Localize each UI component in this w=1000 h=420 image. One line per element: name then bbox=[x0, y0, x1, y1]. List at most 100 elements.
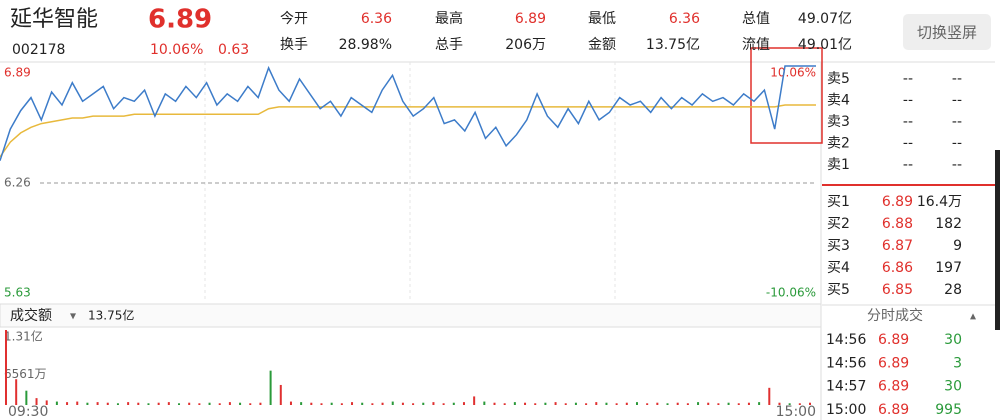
stat-label: 最低 bbox=[588, 11, 616, 27]
button-label[interactable]: 切换竖屏 bbox=[917, 24, 977, 42]
book-price: 6.88 bbox=[882, 216, 913, 232]
volume-bar bbox=[300, 402, 303, 405]
trade-time: 14:56 bbox=[826, 355, 866, 371]
volume-bar bbox=[116, 403, 119, 405]
book-volume: -- bbox=[952, 136, 962, 152]
price-line bbox=[0, 104, 816, 158]
volume-bar bbox=[76, 401, 79, 405]
volume-bar bbox=[462, 402, 465, 405]
volume-bar bbox=[635, 402, 638, 405]
trade-time: 14:57 bbox=[826, 379, 866, 395]
sort-icon[interactable]: ▴ bbox=[970, 309, 976, 323]
x-tick-label: 15:00 bbox=[776, 404, 816, 420]
volume-bar bbox=[188, 402, 191, 405]
volume-bar bbox=[178, 403, 181, 405]
book-price: 6.89 bbox=[882, 194, 913, 210]
volume-bar bbox=[727, 402, 730, 405]
volume-bar bbox=[473, 396, 476, 405]
volume-bar bbox=[676, 402, 679, 405]
volume-bar bbox=[605, 402, 608, 405]
volume-bar bbox=[798, 403, 801, 405]
volume-bar bbox=[585, 403, 588, 405]
volume-bar bbox=[574, 402, 577, 405]
book-price: -- bbox=[903, 157, 913, 173]
y-tick-label: 5.63 bbox=[4, 286, 31, 300]
volume-bar bbox=[208, 402, 211, 405]
y-tick-label: 6.89 bbox=[4, 66, 31, 80]
stock-code: 002178 bbox=[12, 42, 65, 58]
book-volume: 28 bbox=[944, 282, 962, 298]
book-volume: 16.4万 bbox=[917, 194, 962, 210]
volume-bar bbox=[483, 401, 486, 405]
volume-bar bbox=[55, 401, 58, 405]
volume-bar bbox=[452, 402, 455, 405]
stat-value: 206万 bbox=[505, 37, 546, 53]
trade-price: 6.89 bbox=[878, 355, 909, 371]
volume-bar bbox=[422, 402, 425, 405]
book-label: 买1 bbox=[827, 194, 850, 210]
volume-tick-label: 1.31亿 bbox=[4, 329, 43, 344]
book-price: 6.85 bbox=[882, 282, 913, 298]
volume-bar bbox=[666, 403, 669, 405]
volume-bar bbox=[361, 402, 364, 405]
volume-bar bbox=[127, 402, 130, 405]
stat-value: 28.98% bbox=[339, 37, 392, 53]
volume-bar bbox=[279, 384, 282, 405]
book-price: -- bbox=[903, 93, 913, 109]
orientation-button[interactable] bbox=[903, 14, 991, 50]
book-volume: -- bbox=[952, 114, 962, 130]
volume-bar bbox=[259, 402, 262, 405]
book-volume: 182 bbox=[935, 216, 962, 232]
stat-value: 49.07亿 bbox=[798, 11, 852, 27]
stat-value: 13.75亿 bbox=[646, 37, 700, 53]
volume-bar bbox=[167, 402, 170, 405]
stock-name: 延华智能 bbox=[10, 7, 98, 32]
stat-value: 6.89 bbox=[515, 11, 546, 27]
book-label: 卖2 bbox=[827, 136, 850, 152]
volume-bar bbox=[707, 402, 710, 405]
volume-bar bbox=[401, 402, 404, 405]
y-tick-label: 6.26 bbox=[4, 176, 31, 190]
book-volume: -- bbox=[952, 71, 962, 87]
volume-label[interactable]: 成交额 bbox=[10, 307, 52, 324]
x-tick-label: 09:30 bbox=[8, 404, 48, 420]
highlight-box bbox=[750, 47, 823, 144]
stat-label: 换手 bbox=[280, 36, 308, 53]
trade-volume: 3 bbox=[953, 355, 962, 371]
book-price: 6.86 bbox=[882, 260, 913, 276]
trade-price: 6.89 bbox=[878, 379, 909, 395]
book-label: 卖1 bbox=[827, 157, 850, 173]
volume-bar bbox=[310, 402, 313, 405]
volume-bar bbox=[35, 398, 38, 405]
volume-bar bbox=[106, 402, 109, 405]
volume-bar bbox=[493, 402, 496, 405]
volume-bar bbox=[656, 402, 659, 405]
change-pct: 10.06% bbox=[150, 42, 203, 58]
book-price: -- bbox=[903, 71, 913, 87]
volume-bar bbox=[625, 402, 628, 405]
volume-bar bbox=[5, 330, 7, 405]
trade-volume: 30 bbox=[944, 332, 962, 348]
stat-value: 6.36 bbox=[669, 11, 700, 27]
volume-bar bbox=[615, 403, 618, 405]
volume-bar bbox=[137, 402, 140, 405]
volume-bar bbox=[534, 403, 537, 405]
volume-bar bbox=[86, 402, 89, 405]
volume-bar bbox=[809, 402, 811, 405]
volume-bar bbox=[442, 403, 445, 405]
book-volume: 197 bbox=[935, 260, 962, 276]
volume-bar bbox=[554, 402, 557, 405]
volume-total: 13.75亿 bbox=[88, 308, 134, 323]
trade-time: 14:56 bbox=[826, 332, 866, 348]
book-label: 卖3 bbox=[827, 114, 850, 130]
trade-volume: 995 bbox=[935, 402, 962, 418]
dropdown-icon[interactable]: ▾ bbox=[70, 309, 76, 323]
stock-price: 6.89 bbox=[148, 5, 212, 35]
volume-bar bbox=[544, 402, 547, 405]
stat-label: 金额 bbox=[588, 37, 616, 53]
book-label: 卖5 bbox=[827, 71, 850, 87]
book-price: -- bbox=[903, 114, 913, 130]
volume-bar bbox=[412, 403, 415, 405]
book-volume: -- bbox=[952, 157, 962, 173]
volume-bar bbox=[66, 402, 69, 405]
